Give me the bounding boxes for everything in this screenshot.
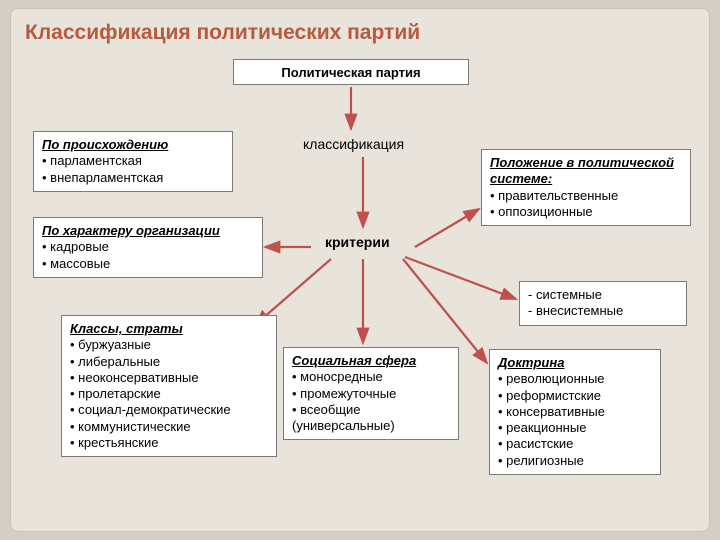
h-origin: По происхождению <box>42 137 224 153</box>
list-item: кадровые <box>42 239 254 255</box>
list-item: буржуазные <box>70 337 268 353</box>
list-item: внепарламентская <box>42 170 224 186</box>
box-classes: Классы, страты буржуазныелиберальныенеок… <box>61 315 277 457</box>
list-org: кадровыемассовые <box>42 239 254 272</box>
box-system: - системные- внесистемные <box>519 281 687 326</box>
list-item: реакционные <box>498 420 652 436</box>
box-org: По характеру организации кадровыемассовы… <box>33 217 263 278</box>
center1-text: классификация <box>303 136 404 152</box>
list-item: правительственные <box>490 188 682 204</box>
box-top: Политическая партия <box>233 59 469 85</box>
box-origin: По происхождению парламентскаявнепарламе… <box>33 131 233 192</box>
list-item: моносредные <box>292 369 450 385</box>
list-item: реформистские <box>498 388 652 404</box>
list-item: - внесистемные <box>528 303 678 319</box>
h-classes: Классы, страты <box>70 321 268 337</box>
center-classification: классификация <box>289 133 439 155</box>
slide-frame: Классификация политических партий Полити… <box>10 8 710 532</box>
center-criteria: критерии <box>311 231 419 253</box>
list-item: революционные <box>498 371 652 387</box>
h-doctrine: Доктрина <box>498 355 652 371</box>
list-position: правительственныеоппозиционные <box>490 188 682 221</box>
list-item: расистские <box>498 436 652 452</box>
list-social: моносредныепромежуточныевсеобщие (универ… <box>292 369 450 434</box>
h-org: По характеру организации <box>42 223 254 239</box>
list-item: - системные <box>528 287 678 303</box>
list-item: консервативные <box>498 404 652 420</box>
list-item: всеобщие (универсальные) <box>292 402 450 435</box>
list-item: либеральные <box>70 354 268 370</box>
list-origin: парламентскаявнепарламентская <box>42 153 224 186</box>
list-item: крестьянские <box>70 435 268 451</box>
h-position: Положение в политической системе: <box>490 155 682 188</box>
list-system: - системные- внесистемные <box>528 287 678 320</box>
h-social: Социальная сфера <box>292 353 450 369</box>
list-item: социал-демократические <box>70 402 268 418</box>
slide-title: Классификация политических партий <box>25 21 420 45</box>
list-item: коммунистические <box>70 419 268 435</box>
list-item: неоконсервативные <box>70 370 268 386</box>
list-item: массовые <box>42 256 254 272</box>
box-social: Социальная сфера моносредныепромежуточны… <box>283 347 459 440</box>
list-item: промежуточные <box>292 386 450 402</box>
list-item: оппозиционные <box>490 204 682 220</box>
box-doctrine: Доктрина революционныереформистскиеконсе… <box>489 349 661 475</box>
box-top-text: Политическая партия <box>281 65 420 80</box>
center2-text: критерии <box>325 234 390 250</box>
list-item: пролетарские <box>70 386 268 402</box>
list-doctrine: революционныереформистскиеконсервативные… <box>498 371 652 469</box>
box-position: Положение в политической системе: правит… <box>481 149 691 226</box>
list-item: парламентская <box>42 153 224 169</box>
list-classes: буржуазныелиберальныенеоконсервативныепр… <box>70 337 268 451</box>
list-item: религиозные <box>498 453 652 469</box>
